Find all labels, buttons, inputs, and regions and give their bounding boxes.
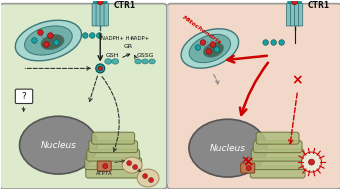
FancyBboxPatch shape bbox=[241, 163, 255, 173]
Ellipse shape bbox=[41, 34, 64, 50]
FancyBboxPatch shape bbox=[86, 166, 140, 178]
Circle shape bbox=[127, 161, 132, 166]
Text: GR: GR bbox=[123, 44, 133, 49]
Ellipse shape bbox=[15, 20, 81, 61]
Circle shape bbox=[200, 40, 206, 45]
Circle shape bbox=[97, 0, 103, 5]
Ellipse shape bbox=[135, 59, 142, 64]
FancyBboxPatch shape bbox=[97, 161, 111, 171]
FancyBboxPatch shape bbox=[251, 149, 304, 161]
FancyBboxPatch shape bbox=[286, 3, 291, 26]
FancyBboxPatch shape bbox=[92, 3, 97, 26]
Circle shape bbox=[133, 165, 138, 170]
Circle shape bbox=[301, 152, 322, 172]
Ellipse shape bbox=[19, 116, 97, 174]
FancyBboxPatch shape bbox=[0, 4, 167, 189]
FancyBboxPatch shape bbox=[298, 3, 303, 26]
FancyBboxPatch shape bbox=[100, 3, 104, 26]
Text: ×: × bbox=[242, 155, 254, 169]
Circle shape bbox=[246, 166, 251, 170]
FancyBboxPatch shape bbox=[294, 3, 299, 26]
FancyBboxPatch shape bbox=[89, 141, 138, 153]
Text: Mitochondria: Mitochondria bbox=[181, 15, 222, 46]
Circle shape bbox=[89, 33, 95, 38]
Circle shape bbox=[93, 0, 97, 4]
FancyBboxPatch shape bbox=[87, 149, 139, 161]
Text: GSSG: GSSG bbox=[136, 53, 154, 58]
FancyBboxPatch shape bbox=[85, 158, 142, 170]
FancyBboxPatch shape bbox=[96, 3, 101, 26]
Circle shape bbox=[44, 42, 49, 47]
Circle shape bbox=[143, 174, 148, 179]
Text: GSH: GSH bbox=[105, 53, 119, 58]
Ellipse shape bbox=[112, 59, 119, 64]
Circle shape bbox=[195, 45, 201, 50]
Circle shape bbox=[263, 40, 268, 45]
Circle shape bbox=[32, 38, 37, 43]
FancyBboxPatch shape bbox=[167, 4, 341, 189]
FancyBboxPatch shape bbox=[250, 166, 305, 178]
Circle shape bbox=[97, 33, 102, 38]
Text: NADP+: NADP+ bbox=[130, 36, 149, 41]
Circle shape bbox=[149, 177, 153, 183]
FancyBboxPatch shape bbox=[249, 158, 306, 170]
Ellipse shape bbox=[122, 157, 142, 173]
Circle shape bbox=[279, 40, 284, 45]
FancyBboxPatch shape bbox=[256, 132, 299, 144]
Ellipse shape bbox=[142, 59, 148, 64]
FancyBboxPatch shape bbox=[104, 3, 108, 26]
Ellipse shape bbox=[189, 119, 267, 177]
Text: ATP7A: ATP7A bbox=[96, 170, 113, 176]
Text: CTR1: CTR1 bbox=[308, 1, 330, 10]
Ellipse shape bbox=[189, 34, 231, 63]
Circle shape bbox=[309, 159, 314, 165]
Circle shape bbox=[210, 42, 216, 47]
FancyBboxPatch shape bbox=[92, 132, 135, 144]
Ellipse shape bbox=[137, 169, 159, 187]
Text: CTR1: CTR1 bbox=[113, 1, 135, 10]
Text: Nucleus: Nucleus bbox=[40, 141, 76, 150]
Circle shape bbox=[83, 33, 88, 38]
Ellipse shape bbox=[181, 29, 239, 68]
Circle shape bbox=[96, 64, 105, 73]
Circle shape bbox=[214, 47, 220, 52]
Ellipse shape bbox=[203, 43, 224, 57]
Circle shape bbox=[103, 0, 107, 4]
Circle shape bbox=[298, 0, 301, 4]
Circle shape bbox=[38, 30, 43, 35]
Circle shape bbox=[103, 164, 108, 169]
Text: ×: × bbox=[292, 73, 303, 87]
Circle shape bbox=[271, 40, 277, 45]
Circle shape bbox=[54, 40, 59, 45]
Text: ?: ? bbox=[21, 92, 26, 101]
Circle shape bbox=[292, 0, 298, 5]
Text: Nucleus: Nucleus bbox=[210, 144, 246, 153]
Circle shape bbox=[48, 33, 53, 38]
FancyBboxPatch shape bbox=[291, 3, 295, 26]
Ellipse shape bbox=[149, 59, 155, 64]
FancyBboxPatch shape bbox=[15, 89, 33, 104]
Circle shape bbox=[98, 66, 102, 71]
Text: NADPH+ H+: NADPH+ H+ bbox=[101, 36, 134, 41]
Circle shape bbox=[287, 0, 292, 4]
Ellipse shape bbox=[25, 26, 72, 55]
Circle shape bbox=[206, 49, 212, 54]
Ellipse shape bbox=[105, 59, 112, 64]
Text: ×: × bbox=[241, 155, 250, 165]
FancyBboxPatch shape bbox=[253, 141, 302, 153]
